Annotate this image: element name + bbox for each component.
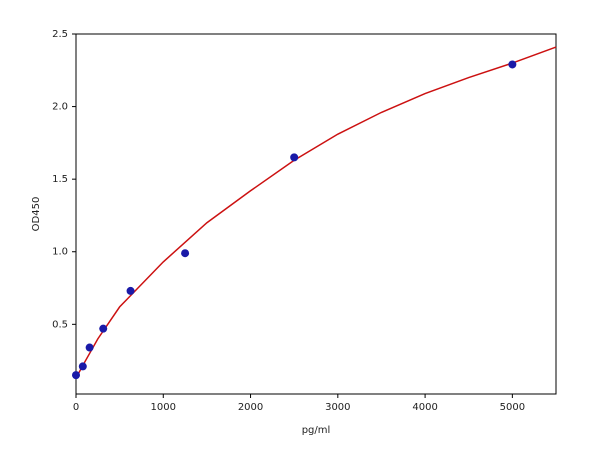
y-tick-label: 0.5 (52, 319, 68, 330)
y-axis-label: OD450 (31, 197, 42, 232)
y-tick-label: 1.5 (52, 174, 68, 185)
y-tick-label: 2.5 (52, 29, 68, 40)
y-tick-label: 1.0 (52, 247, 68, 258)
data-point (126, 286, 135, 295)
data-point (99, 324, 108, 333)
data-point (181, 249, 190, 258)
x-tick-label: 2000 (238, 402, 263, 413)
y-tick-label: 2.0 (52, 102, 68, 113)
data-point (508, 60, 517, 69)
plot-frame (75, 33, 557, 395)
x-tick-label: 0 (73, 402, 79, 413)
x-tick-label: 5000 (500, 402, 525, 413)
data-point (85, 343, 94, 352)
x-axis-label: pg/ml (302, 425, 331, 436)
x-tick-label: 4000 (412, 402, 437, 413)
data-point (78, 362, 87, 371)
fit-curve (75, 46, 557, 379)
x-tick-label: 3000 (325, 402, 350, 413)
x-tick-label: 1000 (151, 402, 176, 413)
data-point (290, 153, 299, 162)
data-point (72, 371, 80, 380)
